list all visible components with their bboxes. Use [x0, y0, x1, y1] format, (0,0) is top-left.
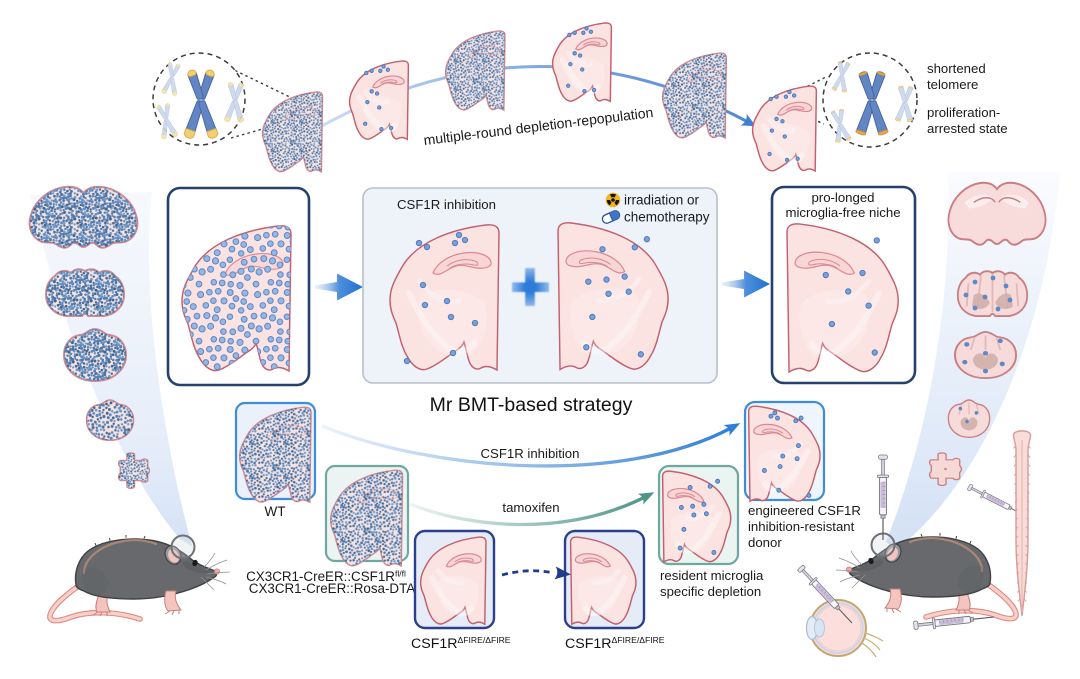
svg-text:donor: donor	[748, 535, 782, 550]
svg-text:engineered CSF1R: engineered CSF1R	[748, 503, 861, 518]
svg-text:resident microglia: resident microglia	[660, 568, 764, 583]
svg-text:CSF1R inhibition: CSF1R inhibition	[397, 197, 496, 212]
svg-text:CSF1R inhibition: CSF1R inhibition	[481, 446, 580, 461]
svg-text:CX3CR1-CreER::CSF1Rfl/fl: CX3CR1-CreER::CSF1Rfl/fl	[246, 569, 406, 585]
svg-text:chemotherapy: chemotherapy	[624, 210, 710, 225]
svg-text:arrested state: arrested state	[927, 121, 1008, 136]
svg-text:shortened: shortened	[927, 61, 986, 76]
svg-text:tamoxifen: tamoxifen	[502, 500, 559, 515]
svg-text:irradiation or: irradiation or	[624, 193, 700, 208]
svg-text:inhibition-resistant: inhibition-resistant	[748, 519, 855, 534]
svg-text:WT: WT	[265, 504, 286, 519]
svg-text:proliferation-: proliferation-	[927, 105, 1000, 120]
svg-text:telomere: telomere	[927, 77, 978, 92]
svg-text:pro-longed: pro-longed	[811, 190, 874, 205]
svg-text:microglia-free niche: microglia-free niche	[785, 205, 900, 220]
svg-text:Mr BMT-based strategy: Mr BMT-based strategy	[430, 394, 633, 416]
svg-text:specific depletion: specific depletion	[660, 584, 761, 599]
svg-text:CX3CR1-CreER::Rosa-DTA: CX3CR1-CreER::Rosa-DTA	[249, 581, 415, 596]
